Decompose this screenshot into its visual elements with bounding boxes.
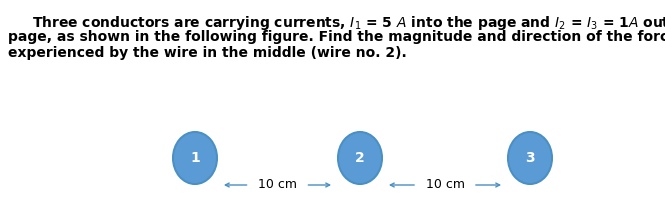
Text: 10 cm: 10 cm [258,179,297,192]
Text: 1: 1 [190,151,200,165]
Text: 10 cm: 10 cm [426,179,464,192]
Ellipse shape [508,132,552,184]
Text: Three conductors are carrying currents, $I_1$ = 5 $A$ into the page and $I_2$ = : Three conductors are carrying currents, … [8,14,665,32]
Ellipse shape [173,132,217,184]
Text: 2: 2 [355,151,365,165]
Text: experienced by the wire in the middle (wire no. 2).: experienced by the wire in the middle (w… [8,46,407,60]
Ellipse shape [338,132,382,184]
Text: 3: 3 [525,151,535,165]
Text: page, as shown in the following figure. Find the magnitude and direction of the : page, as shown in the following figure. … [8,30,665,44]
